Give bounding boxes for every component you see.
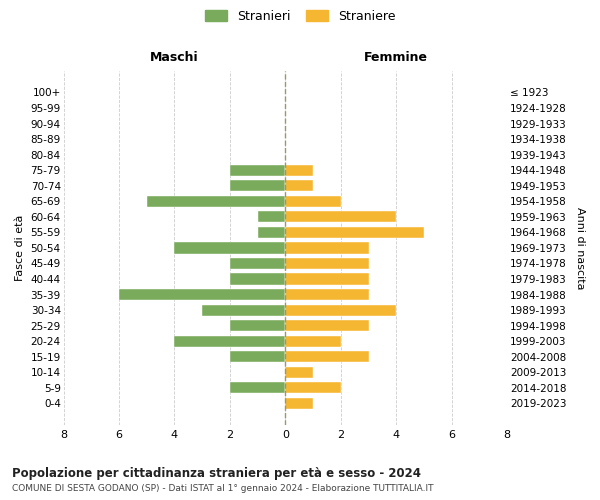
- Bar: [286, 289, 368, 300]
- Bar: [119, 289, 286, 300]
- Bar: [147, 196, 286, 207]
- Bar: [286, 382, 341, 394]
- Text: Popolazione per cittadinanza straniera per età e sesso - 2024: Popolazione per cittadinanza straniera p…: [12, 468, 421, 480]
- Bar: [286, 242, 368, 254]
- Text: Maschi: Maschi: [150, 50, 199, 64]
- Bar: [286, 164, 313, 176]
- Bar: [230, 164, 286, 176]
- Bar: [202, 304, 286, 316]
- Bar: [286, 351, 368, 362]
- Bar: [286, 180, 313, 192]
- Bar: [175, 336, 286, 347]
- Y-axis label: Anni di nascita: Anni di nascita: [575, 206, 585, 289]
- Legend: Stranieri, Straniere: Stranieri, Straniere: [201, 6, 399, 26]
- Bar: [286, 336, 341, 347]
- Bar: [230, 351, 286, 362]
- Text: Femmine: Femmine: [364, 50, 428, 64]
- Bar: [257, 227, 286, 238]
- Bar: [286, 274, 368, 284]
- Text: COMUNE DI SESTA GODANO (SP) - Dati ISTAT al 1° gennaio 2024 - Elaborazione TUTTI: COMUNE DI SESTA GODANO (SP) - Dati ISTAT…: [12, 484, 433, 493]
- Bar: [286, 258, 368, 269]
- Bar: [230, 274, 286, 284]
- Bar: [257, 211, 286, 222]
- Y-axis label: Fasce di età: Fasce di età: [15, 214, 25, 281]
- Bar: [230, 258, 286, 269]
- Bar: [175, 242, 286, 254]
- Bar: [286, 211, 396, 222]
- Bar: [286, 227, 424, 238]
- Bar: [286, 196, 341, 207]
- Bar: [286, 398, 313, 409]
- Bar: [286, 366, 313, 378]
- Bar: [230, 382, 286, 394]
- Bar: [230, 180, 286, 192]
- Bar: [230, 320, 286, 332]
- Bar: [286, 304, 396, 316]
- Bar: [286, 320, 368, 332]
